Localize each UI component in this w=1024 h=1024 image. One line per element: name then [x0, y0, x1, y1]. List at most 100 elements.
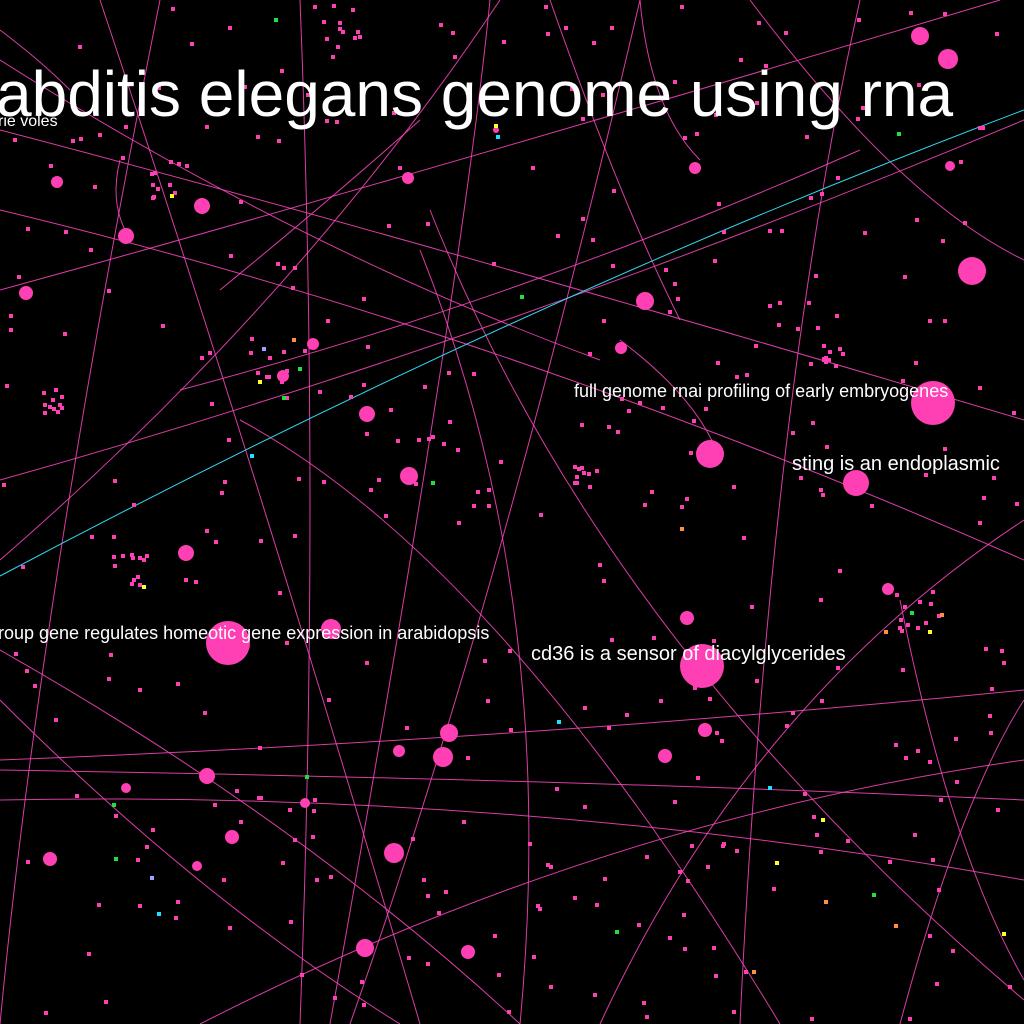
document-node-small: [963, 221, 967, 225]
connection-line: [0, 649, 521, 1024]
document-node-small: [5, 384, 9, 388]
document-node: [43, 852, 57, 866]
document-node-small: [407, 956, 411, 960]
document-node: [359, 406, 375, 422]
cluster-title-label: abditis elegans genome using rna: [0, 58, 954, 130]
document-node: [689, 162, 701, 174]
document-node-small: [90, 535, 94, 539]
document-node-small: [431, 435, 435, 439]
document-node-small: [243, 85, 247, 89]
document-node-small: [888, 860, 892, 864]
document-node-small: [285, 369, 289, 373]
document-node: [51, 176, 63, 188]
document-node-small: [602, 579, 606, 583]
connection-line: [419, 249, 530, 1024]
node-label-sting: sting is an endoplasmic: [792, 453, 1000, 475]
document-node-small: [151, 828, 155, 832]
document-node-small: [267, 375, 271, 379]
document-node-small: [98, 133, 102, 137]
document-node-small: [575, 475, 579, 479]
document-node: [938, 49, 958, 69]
document-node-small: [205, 125, 209, 129]
document-node-small: [312, 809, 316, 813]
document-node-small: [387, 224, 391, 228]
connection-line: [115, 159, 126, 231]
document-node-small: [836, 176, 840, 180]
document-node-small: [2, 483, 6, 487]
document-node-small: [583, 805, 587, 809]
document-node-accent: [157, 912, 161, 916]
document-node-small: [285, 396, 289, 400]
document-node-accent: [940, 613, 944, 617]
document-node-small: [508, 649, 512, 653]
document-node-accent: [1002, 932, 1006, 936]
document-node-accent: [520, 295, 524, 299]
document-node-small: [276, 262, 280, 266]
document-node-accent: [431, 481, 435, 485]
connection-line: [329, 0, 491, 1024]
document-node-small: [132, 578, 136, 582]
document-node-accent: [494, 124, 498, 128]
document-node-small: [582, 471, 586, 475]
document-node-small: [620, 397, 624, 401]
document-node: [911, 381, 955, 425]
document-node-small: [259, 796, 263, 800]
document-node-small: [282, 350, 286, 354]
document-node-small: [935, 982, 939, 986]
document-node: [911, 27, 929, 45]
document-node-small: [564, 26, 568, 30]
document-node-small: [52, 407, 56, 411]
document-node-small: [492, 262, 496, 266]
connection-line: [199, 759, 1024, 1024]
document-node-small: [768, 229, 772, 233]
document-node-small: [732, 1010, 736, 1014]
document-node-small: [411, 837, 415, 841]
document-node-small: [573, 896, 577, 900]
document-node-small: [828, 350, 832, 354]
document-node-small: [816, 326, 820, 330]
document-node-small: [249, 351, 253, 355]
document-node-small: [659, 699, 663, 703]
document-node-small: [476, 490, 480, 494]
document-node-small: [984, 647, 988, 651]
document-node-small: [754, 344, 758, 348]
document-node-small: [732, 485, 736, 489]
document-node-small: [916, 626, 920, 630]
document-node-small: [928, 934, 932, 938]
document-node-small: [750, 605, 754, 609]
document-node-small: [580, 466, 584, 470]
document-node-small: [546, 863, 550, 867]
document-node-small: [289, 920, 293, 924]
document-node-small: [825, 445, 829, 449]
document-node-accent: [170, 194, 174, 198]
document-node-small: [176, 900, 180, 904]
document-node-small: [405, 726, 409, 730]
document-node-small: [282, 373, 286, 377]
document-node-small: [981, 126, 985, 130]
document-node-small: [161, 324, 165, 328]
document-node-small: [918, 600, 922, 604]
document-node-small: [58, 403, 62, 407]
document-node-small: [203, 711, 207, 715]
document-node-small: [583, 706, 587, 710]
document-node-small: [239, 200, 243, 204]
connection-line: [0, 689, 1024, 761]
connection-line: [0, 0, 501, 561]
document-node: [698, 723, 712, 737]
document-node-small: [333, 996, 337, 1000]
document-node-small: [755, 101, 759, 105]
document-node-small: [820, 699, 824, 703]
document-node-small: [280, 69, 284, 73]
document-node-small: [156, 187, 160, 191]
document-node: [882, 583, 894, 595]
document-node-small: [499, 460, 503, 464]
connection-line: [429, 209, 1024, 1001]
document-node-small: [673, 800, 677, 804]
document-node-small: [360, 980, 364, 984]
connection-line: [239, 419, 781, 1024]
document-node-small: [97, 903, 101, 907]
document-node-small: [214, 540, 218, 544]
document-node-small: [75, 794, 79, 798]
